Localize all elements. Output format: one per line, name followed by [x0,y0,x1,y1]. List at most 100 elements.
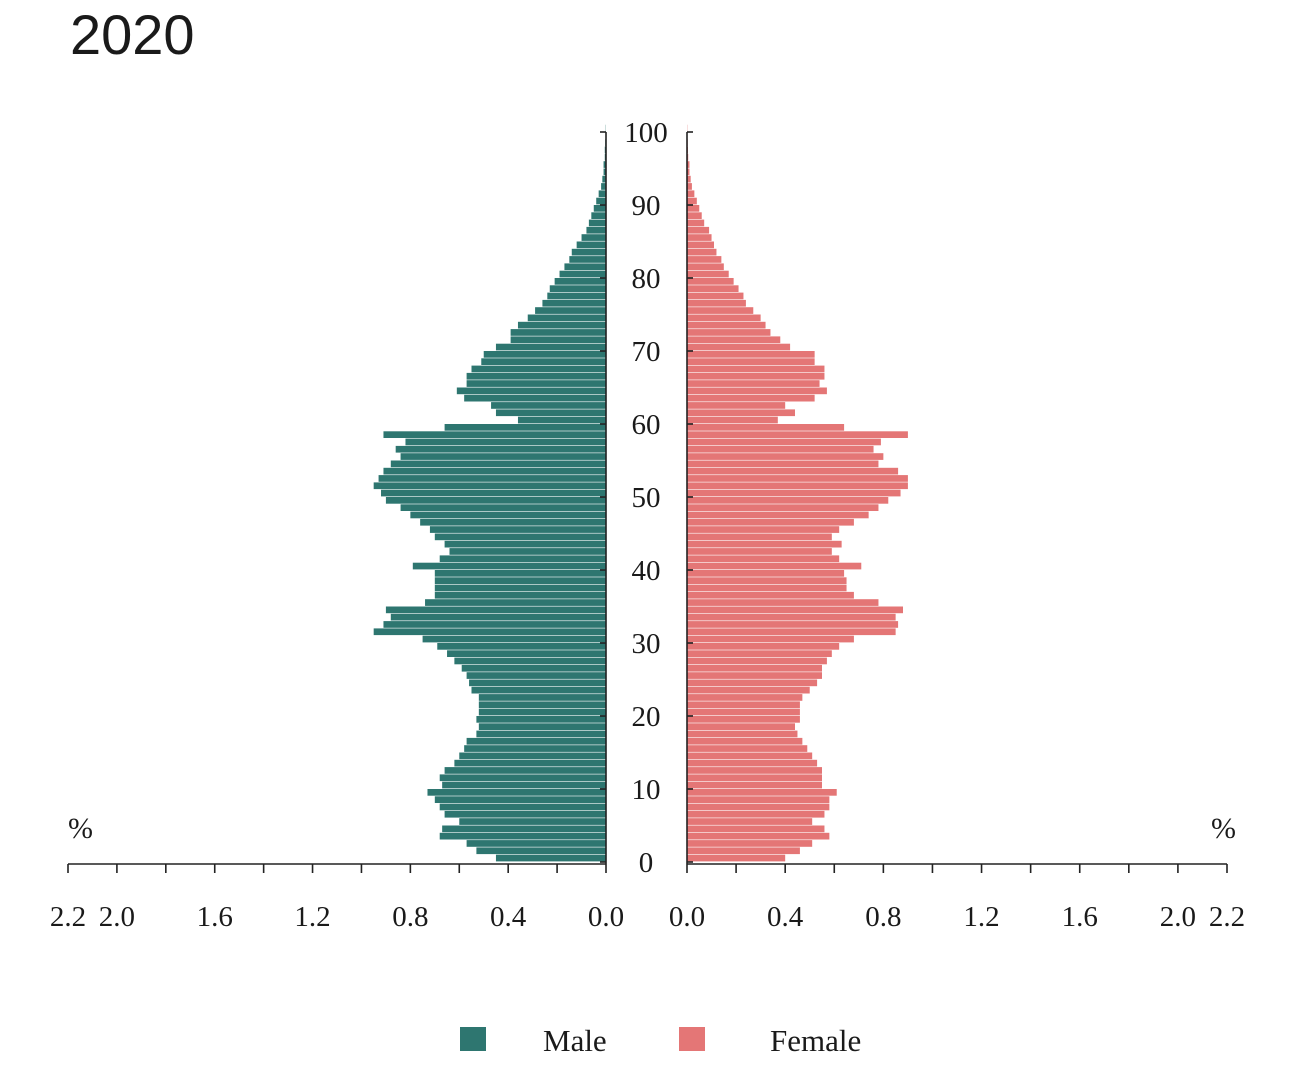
male-bar-age-68 [481,358,606,365]
male-bar-age-83 [571,248,606,256]
male-bar-age-44 [434,533,606,541]
female-bar-age-79 [687,278,734,285]
female-bar-age-35 [687,599,879,606]
female-bar-age-36 [687,591,854,599]
male-x-tick-label-2.2: 2.2 [50,901,86,933]
y-tick-label-0: 0 [639,847,654,879]
male-bar-age-39 [434,570,606,577]
female-bar-age-24 [687,679,818,687]
female-bar-age-14 [687,752,813,760]
male-bar-age-72 [510,329,606,336]
female-bar-age-68 [687,358,815,365]
male-bar-age-71 [510,336,606,344]
legend-swatch-male [460,1027,486,1051]
male-bar-age-2 [466,840,606,847]
female-bar-age-50 [687,489,901,497]
female-bar-age-17 [687,730,798,738]
female-x-tick-label-0.4: 0.4 [767,901,804,933]
female-bar-age-54 [687,460,879,468]
female-bar-age-46 [687,518,854,526]
female-bar-age-33 [687,613,896,621]
male-bar-age-28 [447,650,606,657]
male-bar-age-35 [425,599,606,606]
male-bar-age-8 [434,796,606,803]
male-bar-age-77 [547,292,606,300]
female-bar-age-91 [687,190,695,198]
female-bar-age-28 [687,650,832,657]
female-bar-age-41 [687,555,840,563]
male-bar-age-78 [549,285,606,292]
female-bar-age-21 [687,701,800,709]
y-tick-label-100: 100 [624,117,668,149]
female-bar-age-34 [687,606,903,614]
male-bar-age-90 [596,197,606,205]
male-bar-age-7 [439,803,606,811]
male-bar-age-70 [495,343,606,351]
y-tick-label-70: 70 [632,336,661,368]
male-bar-age-57 [405,438,606,446]
male-bar-age-84 [576,241,606,249]
female-bar-age-2 [687,840,813,847]
male-bar-age-42 [449,548,606,555]
female-bar-age-78 [687,285,739,292]
male-bar-age-30 [422,635,606,643]
female-bar-age-20 [687,708,800,716]
female-bar-age-73 [687,321,766,329]
female-bar-age-64 [687,387,827,395]
male-bar-age-34 [385,606,606,614]
male-bar-age-5 [459,818,606,825]
female-bar-age-49 [687,497,889,504]
male-bar-age-54 [390,460,606,468]
y-tick-label-90: 90 [632,190,661,222]
female-bar-age-53 [687,467,899,475]
female-bar-age-15 [687,745,808,752]
female-bar-age-86 [687,226,710,234]
female-bar-age-10 [687,781,822,789]
male-bar-age-38 [434,577,606,584]
male-bar-age-87 [588,219,606,227]
male-bar-age-33 [390,613,606,621]
male-bar-age-49 [385,497,606,504]
female-bar-age-95 [687,161,690,168]
male-bar-age-19 [476,716,606,723]
female-bar-age-42 [687,548,832,555]
male-bar-age-75 [535,307,606,314]
female-bar-age-74 [687,314,761,322]
female-bar-age-48 [687,504,879,511]
female-x-tick-label-0.8: 0.8 [865,901,901,933]
female-x-tick-label-2.0: 2.0 [1160,901,1196,933]
female-bar-age-25 [687,672,822,679]
female-bar-age-30 [687,635,854,643]
male-bar-age-94 [603,168,606,176]
female-bar-age-43 [687,540,842,548]
female-bar-age-87 [687,219,705,227]
chart-title: 2020 [70,3,195,66]
male-bars [373,124,606,862]
male-x-tick-label-0.8: 0.8 [392,901,428,933]
female-bar-age-69 [687,351,815,358]
male-bar-age-63 [464,394,606,402]
male-bar-age-17 [476,730,606,738]
female-bar-age-44 [687,533,832,541]
female-bar-age-40 [687,562,862,570]
female-bar-age-37 [687,584,847,592]
female-bar-age-84 [687,241,714,249]
female-bar-age-76 [687,299,746,307]
male-bar-age-52 [378,475,606,482]
male-bar-age-91 [598,190,606,198]
male-bar-age-47 [410,511,606,519]
female-bar-age-56 [687,445,874,453]
male-x-tick-label-0.4: 0.4 [490,901,527,933]
female-bar-age-3 [687,832,830,840]
female-bar-age-63 [687,394,815,402]
female-bar-age-19 [687,716,800,723]
male-bar-age-20 [478,708,606,716]
male-bar-age-46 [420,518,606,526]
female-bar-age-16 [687,737,803,745]
female-bar-age-70 [687,343,791,351]
male-bar-age-79 [554,278,606,285]
male-bar-age-21 [478,701,606,709]
male-bar-age-53 [383,467,606,475]
female-bar-age-26 [687,664,822,672]
female-bar-age-23 [687,686,810,694]
